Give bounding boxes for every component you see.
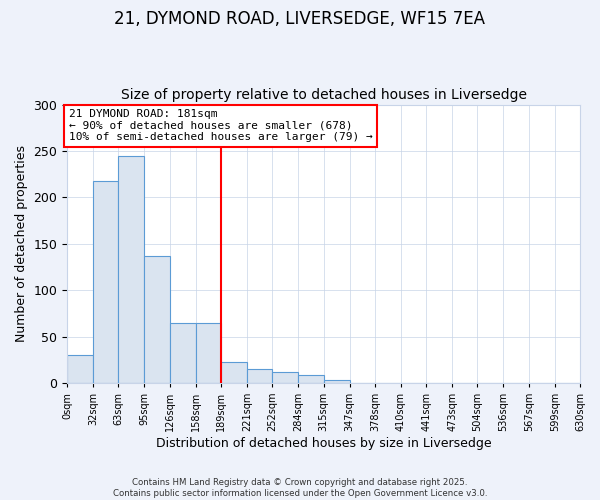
Bar — [93, 180, 118, 383]
Bar — [170, 322, 196, 383]
Text: 21 DYMOND ROAD: 181sqm
← 90% of detached houses are smaller (678)
10% of semi-de: 21 DYMOND ROAD: 181sqm ← 90% of detached… — [69, 109, 373, 142]
Bar — [323, 380, 350, 383]
Title: Size of property relative to detached houses in Liversedge: Size of property relative to detached ho… — [121, 88, 527, 102]
X-axis label: Distribution of detached houses by size in Liversedge: Distribution of detached houses by size … — [156, 437, 491, 450]
Bar — [145, 256, 170, 383]
Bar — [221, 362, 247, 383]
Text: 21, DYMOND ROAD, LIVERSEDGE, WF15 7EA: 21, DYMOND ROAD, LIVERSEDGE, WF15 7EA — [115, 10, 485, 28]
Text: Contains HM Land Registry data © Crown copyright and database right 2025.
Contai: Contains HM Land Registry data © Crown c… — [113, 478, 487, 498]
Bar — [247, 369, 272, 383]
Bar — [118, 156, 145, 383]
Bar — [67, 355, 93, 383]
Bar — [196, 322, 221, 383]
Bar — [298, 376, 323, 383]
Bar — [272, 372, 298, 383]
Y-axis label: Number of detached properties: Number of detached properties — [15, 145, 28, 342]
